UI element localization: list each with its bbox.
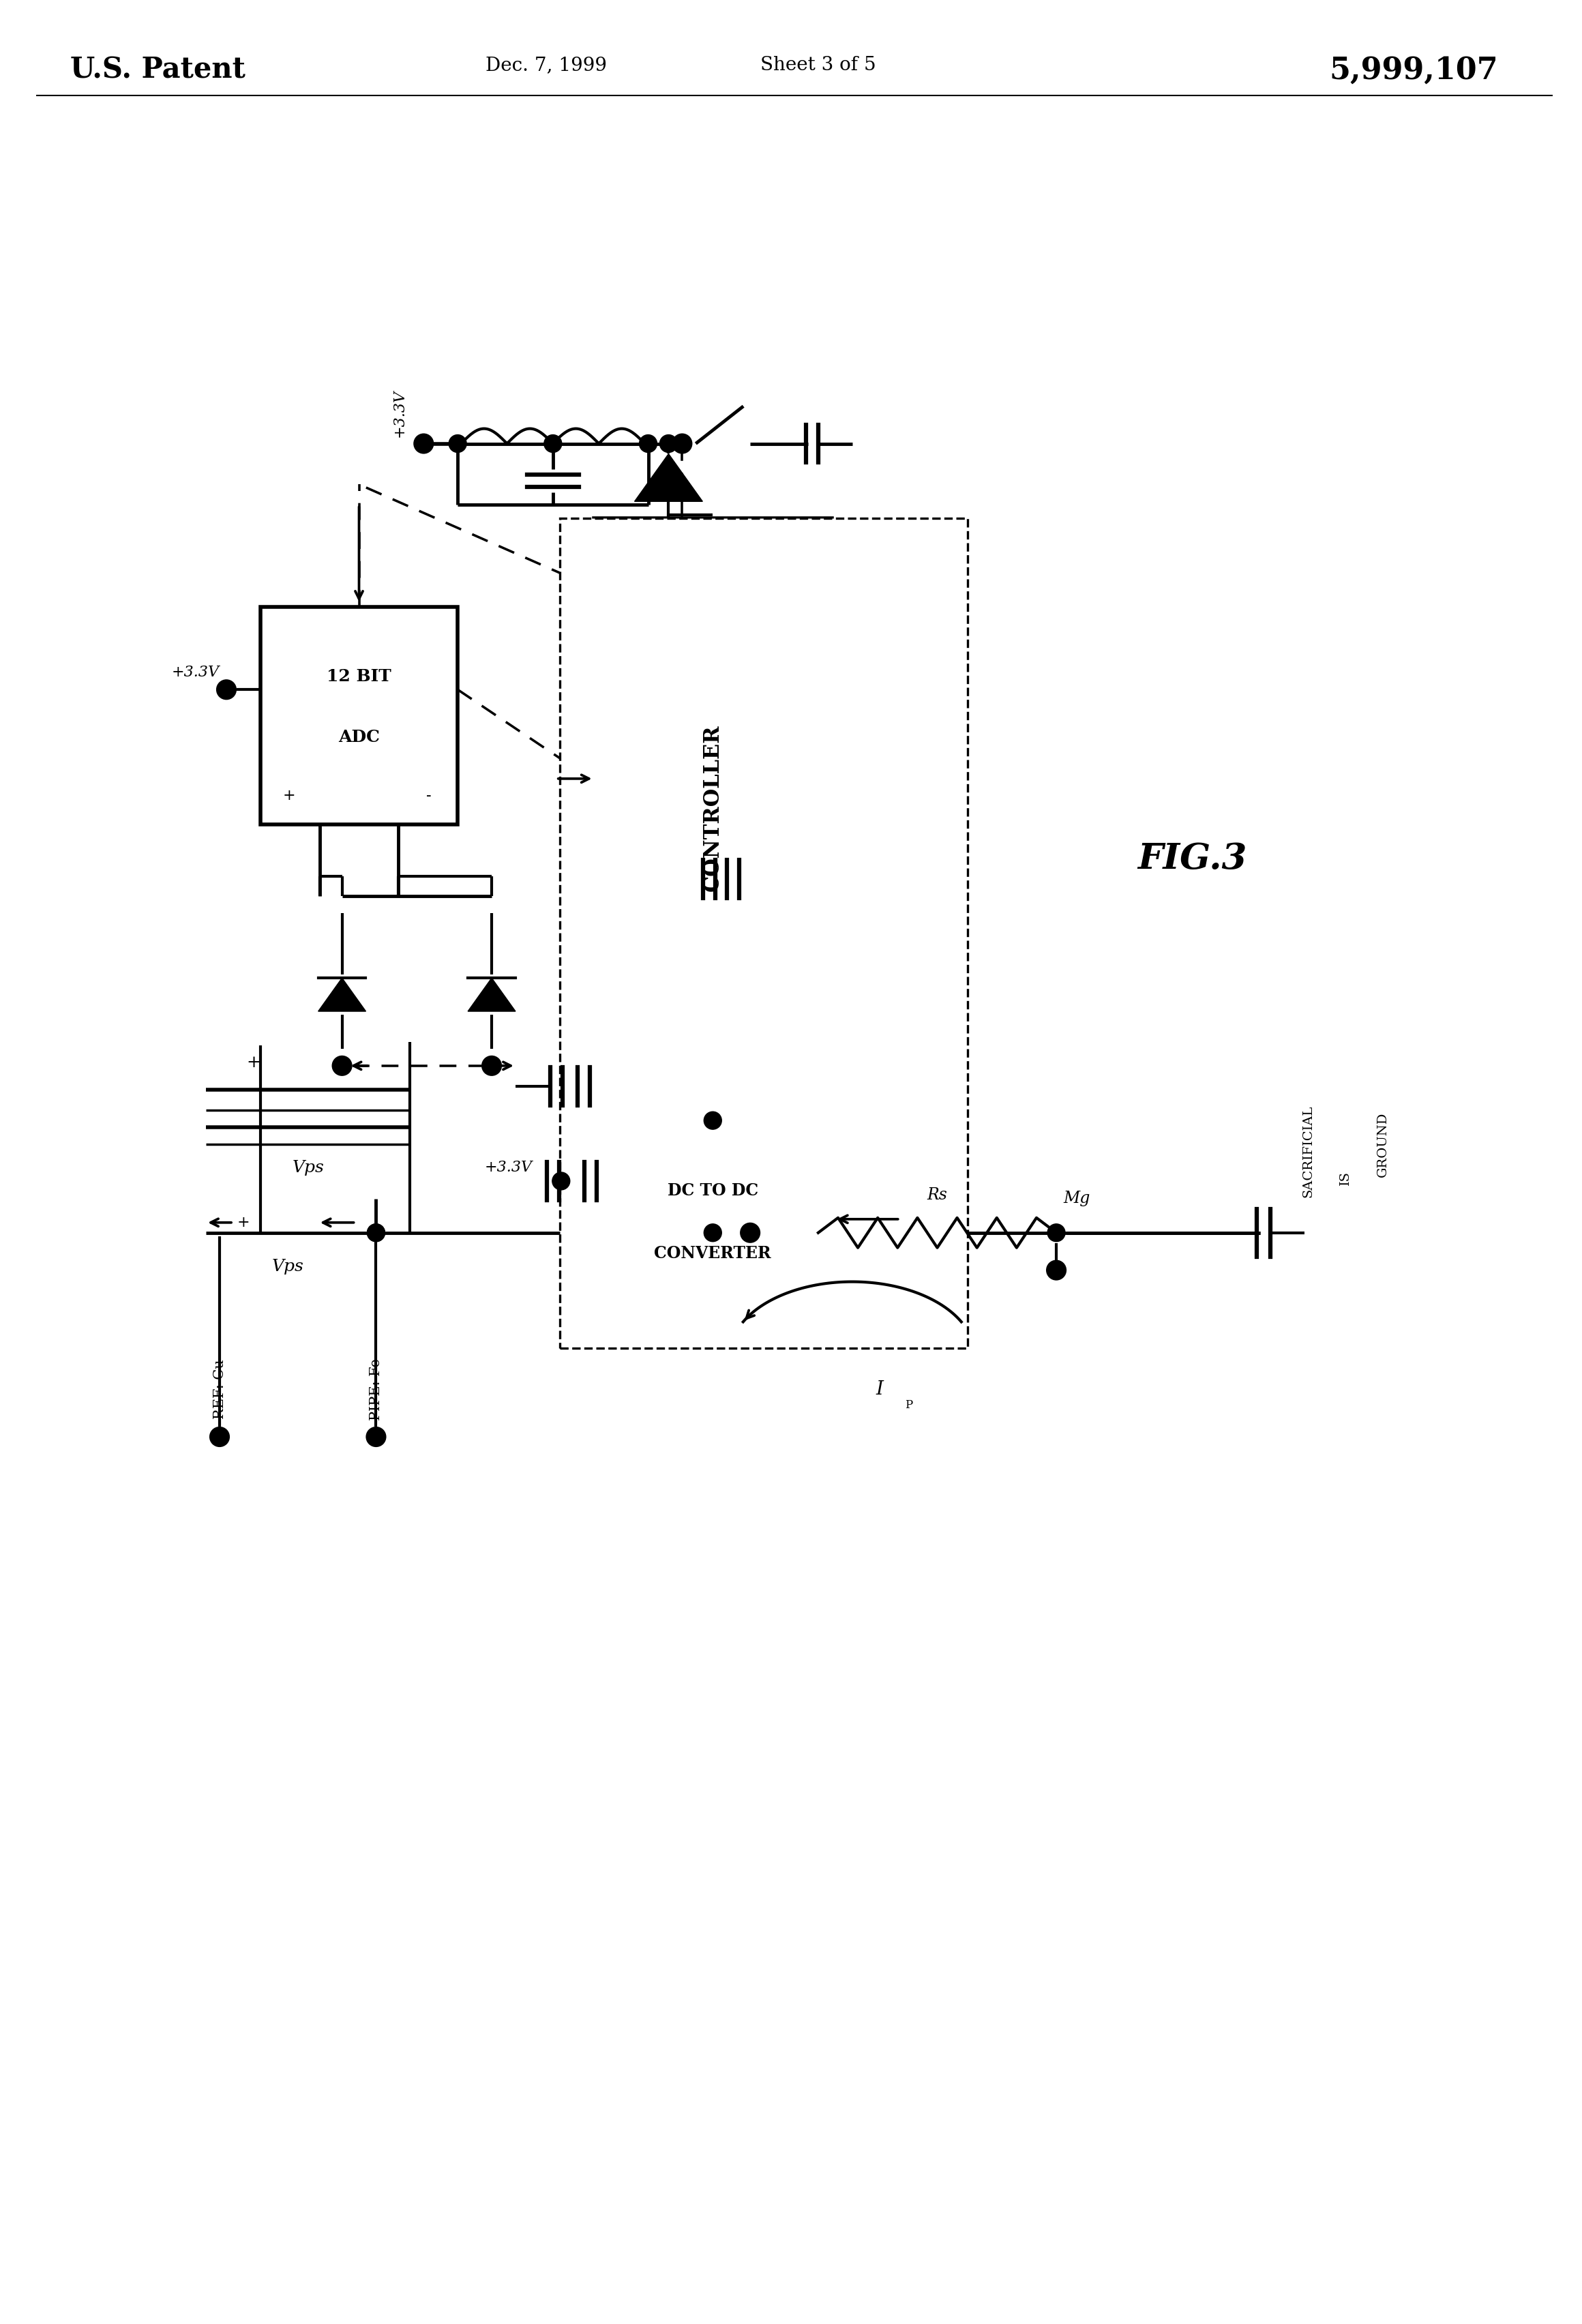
Text: IS: IS: [1340, 1171, 1351, 1185]
Circle shape: [218, 681, 236, 700]
Circle shape: [334, 1057, 351, 1074]
Text: +: +: [237, 1215, 250, 1229]
Text: Vps: Vps: [293, 1160, 324, 1176]
Text: U.S. Patent: U.S. Patent: [70, 56, 245, 84]
Text: FIG.3: FIG.3: [1137, 841, 1247, 876]
Circle shape: [1047, 1262, 1065, 1278]
Circle shape: [674, 435, 691, 453]
Text: DC TO DC: DC TO DC: [668, 1183, 758, 1199]
Text: -: -: [332, 1055, 339, 1071]
Text: +: +: [283, 788, 296, 804]
Text: 12 BIT: 12 BIT: [327, 669, 391, 686]
Circle shape: [660, 435, 677, 453]
Bar: [560, 518, 968, 1348]
Circle shape: [210, 1427, 228, 1446]
Bar: [261, 607, 457, 825]
Circle shape: [742, 1225, 759, 1241]
Text: P: P: [905, 1399, 913, 1411]
Circle shape: [483, 1057, 500, 1074]
Circle shape: [1047, 1225, 1065, 1241]
Text: ADC: ADC: [339, 730, 380, 746]
Text: PIPE: Fe: PIPE: Fe: [370, 1357, 383, 1420]
Text: Rs: Rs: [927, 1188, 948, 1204]
Text: 5,999,107: 5,999,107: [1329, 56, 1498, 86]
Bar: [593, 1125, 832, 1315]
Circle shape: [552, 1171, 570, 1190]
Bar: [593, 518, 832, 1097]
Text: +3.3V: +3.3V: [392, 388, 407, 437]
Text: Vps: Vps: [272, 1260, 304, 1274]
Circle shape: [414, 435, 432, 453]
Circle shape: [544, 435, 562, 453]
Text: +: +: [247, 1055, 261, 1071]
Text: +3.3V: +3.3V: [172, 665, 220, 681]
Circle shape: [449, 435, 467, 453]
Text: Sheet 3 of 5: Sheet 3 of 5: [761, 56, 876, 74]
Polygon shape: [318, 978, 365, 1011]
Circle shape: [367, 1225, 384, 1241]
Text: CONVERTER: CONVERTER: [655, 1246, 772, 1262]
Circle shape: [704, 1111, 721, 1129]
Text: -: -: [326, 1215, 331, 1229]
Circle shape: [367, 1427, 384, 1446]
Text: +3.3V: +3.3V: [484, 1160, 533, 1176]
Text: REF: Cu: REF: Cu: [214, 1360, 226, 1420]
Text: I: I: [876, 1380, 883, 1399]
Circle shape: [639, 435, 657, 453]
Text: Mg: Mg: [1063, 1190, 1090, 1206]
Text: Dec. 7, 1999: Dec. 7, 1999: [486, 56, 607, 74]
Circle shape: [704, 1225, 721, 1241]
Text: GROUND: GROUND: [1376, 1111, 1389, 1176]
Text: SACRIFICIAL: SACRIFICIAL: [1302, 1104, 1315, 1197]
Text: CONTROLLER: CONTROLLER: [702, 725, 723, 890]
Polygon shape: [468, 978, 516, 1011]
Text: -: -: [427, 788, 432, 804]
Polygon shape: [634, 453, 702, 502]
Circle shape: [367, 1225, 384, 1241]
